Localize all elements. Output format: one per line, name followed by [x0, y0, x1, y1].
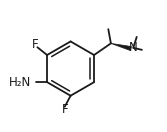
- Text: F: F: [62, 103, 69, 116]
- Text: H₂N: H₂N: [9, 76, 31, 89]
- Text: F: F: [32, 37, 38, 51]
- Polygon shape: [111, 43, 131, 51]
- Text: N: N: [129, 41, 138, 54]
